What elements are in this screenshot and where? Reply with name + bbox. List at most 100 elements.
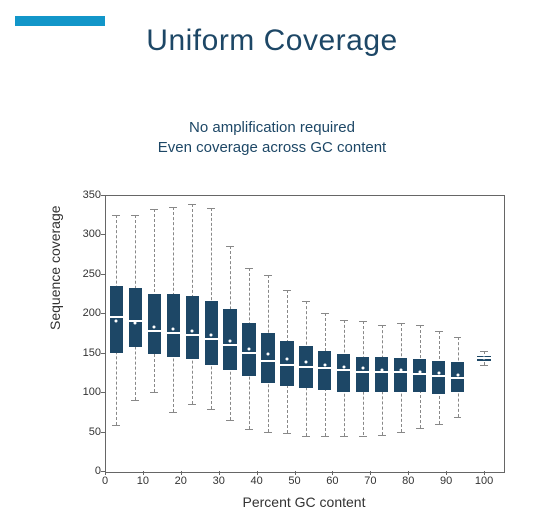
- boxplot-cap: [112, 215, 120, 216]
- boxplot-median: [451, 377, 464, 379]
- boxplot-mean-dot: [210, 334, 213, 337]
- y-tick-label: 250: [75, 268, 101, 280]
- boxplot-cap: [454, 417, 462, 418]
- x-axis-label: Percent GC content: [105, 494, 503, 510]
- y-tick: [101, 353, 105, 354]
- boxplot-cap: [112, 425, 120, 426]
- y-tick-label: 50: [75, 426, 101, 438]
- boxplot-median: [394, 371, 407, 373]
- boxplot-box: [375, 357, 388, 392]
- subtitle: No amplification required Even coverage …: [0, 118, 544, 158]
- boxplot-cap: [131, 400, 139, 401]
- x-tick-label: 10: [137, 475, 149, 487]
- boxplot-cap: [188, 204, 196, 205]
- boxplot-cap: [454, 337, 462, 338]
- boxplot-median: [432, 375, 445, 377]
- boxplot-cap: [397, 432, 405, 433]
- y-tick: [101, 313, 105, 314]
- boxplot-mean-dot: [456, 373, 459, 376]
- x-tick: [408, 471, 409, 475]
- boxplot-cap: [283, 433, 291, 434]
- boxplot-cap: [302, 436, 310, 437]
- boxplot-cap: [150, 392, 158, 393]
- page-title: Uniform Coverage: [0, 24, 544, 58]
- boxplot-median: [110, 316, 123, 318]
- boxplot-median: [280, 364, 293, 366]
- boxplot-mean-dot: [342, 365, 345, 368]
- boxplot-mean-dot: [304, 361, 307, 364]
- boxplot-cap: [131, 215, 139, 216]
- boxplot-mean-dot: [380, 369, 383, 372]
- boxplot-cap: [397, 323, 405, 324]
- boxplot-box: [129, 288, 142, 347]
- boxplot-cap: [416, 428, 424, 429]
- x-tick: [446, 471, 447, 475]
- x-tick: [295, 471, 296, 475]
- x-tick-label: 60: [326, 475, 338, 487]
- boxplot-box: [261, 333, 274, 383]
- boxplot-median: [413, 373, 426, 375]
- boxplot-box: [186, 296, 199, 359]
- boxplot-cap: [359, 321, 367, 322]
- coverage-boxplot-chart: Sequence coverage Percent GC content 0 50…: [45, 170, 525, 516]
- x-tick: [219, 471, 220, 475]
- boxplot-cap: [321, 313, 329, 314]
- boxplot-cap: [188, 404, 196, 405]
- boxplot-cap: [302, 301, 310, 302]
- boxplot-cap: [283, 290, 291, 291]
- boxplot-median: [299, 366, 312, 368]
- boxplot-median: [318, 367, 331, 369]
- boxplot-cap: [245, 429, 253, 430]
- y-tick-label: 150: [75, 347, 101, 359]
- boxplot-cap: [416, 325, 424, 326]
- boxplot-mean-dot: [437, 372, 440, 375]
- boxplot-cap: [480, 365, 488, 366]
- boxplot-mean-dot: [323, 363, 326, 366]
- x-tick-label: 20: [175, 475, 187, 487]
- boxplot-cap: [321, 436, 329, 437]
- x-tick-label: 30: [213, 475, 225, 487]
- x-tick: [332, 471, 333, 475]
- x-tick-label: 100: [475, 475, 493, 487]
- y-tick-label: 0: [75, 465, 101, 477]
- x-tick-label: 40: [250, 475, 262, 487]
- y-tick-label: 300: [75, 228, 101, 240]
- boxplot-cap: [340, 320, 348, 321]
- boxplot-box: [413, 359, 426, 392]
- y-tick: [101, 234, 105, 235]
- boxplot-median: [337, 369, 350, 371]
- subtitle-line2: Even coverage across GC content: [158, 139, 386, 156]
- boxplot-cap: [226, 246, 234, 247]
- y-axis-label: Sequence coverage: [47, 205, 63, 330]
- x-tick-label: 50: [288, 475, 300, 487]
- x-tick: [181, 471, 182, 475]
- boxplot-median: [186, 334, 199, 336]
- boxplot-median: [356, 371, 369, 373]
- boxplot-cap: [169, 412, 177, 413]
- boxplot-median: [242, 352, 255, 354]
- boxplot-mean-dot: [418, 370, 421, 373]
- boxplot-cap: [207, 208, 215, 209]
- boxplot-box: [337, 354, 350, 392]
- x-tick: [105, 471, 106, 475]
- boxplot-mean-dot: [361, 367, 364, 370]
- boxplot-median: [167, 332, 180, 334]
- x-tick: [143, 471, 144, 475]
- boxplot-mean-dot: [399, 369, 402, 372]
- subtitle-line1: No amplification required: [189, 119, 355, 136]
- boxplot-box: [167, 294, 180, 357]
- boxplot-cap: [340, 436, 348, 437]
- boxplot-mean-dot: [153, 326, 156, 329]
- boxplot-median: [223, 344, 236, 346]
- boxplot-mean-dot: [483, 357, 486, 360]
- boxplot-box: [318, 351, 331, 390]
- boxplot-median: [261, 360, 274, 362]
- boxplot-cap: [226, 420, 234, 421]
- boxplot-cap: [359, 436, 367, 437]
- x-tick: [257, 471, 258, 475]
- y-tick: [101, 432, 105, 433]
- boxplot-cap: [264, 275, 272, 276]
- x-tick: [370, 471, 371, 475]
- y-tick-label: 200: [75, 307, 101, 319]
- boxplot-mean-dot: [172, 328, 175, 331]
